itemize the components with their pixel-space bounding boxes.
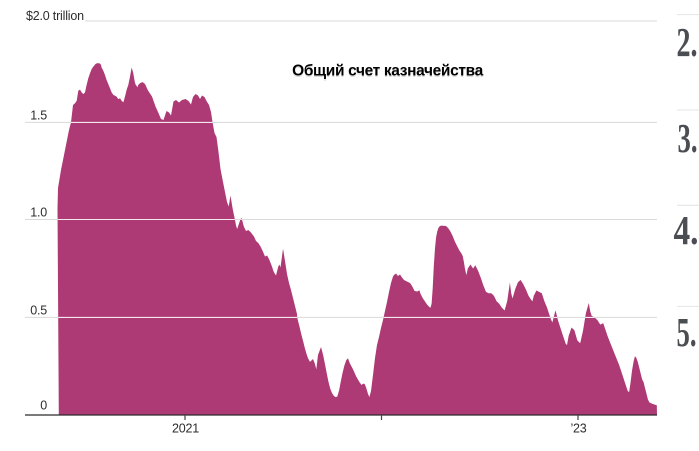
svg-text:3.: 3. — [678, 115, 698, 161]
svg-text:$2.0 trillion: $2.0 trillion — [26, 9, 84, 23]
svg-text:Общий счет казначейства: Общий счет казначейства — [292, 64, 483, 81]
svg-text:Общий счет казначейства: Общий счет казначейства — [292, 63, 483, 80]
svg-text:1.5: 1.5 — [30, 108, 47, 122]
svg-text:2021: 2021 — [172, 422, 199, 436]
svg-text:4.: 4. — [674, 207, 699, 253]
svg-text:’23: ’23 — [570, 422, 586, 436]
svg-text:0.5: 0.5 — [30, 303, 47, 317]
svg-text:5.: 5. — [677, 309, 697, 355]
svg-text:2.: 2. — [677, 19, 698, 65]
svg-text:0: 0 — [40, 399, 47, 413]
svg-text:1.0: 1.0 — [30, 206, 47, 220]
